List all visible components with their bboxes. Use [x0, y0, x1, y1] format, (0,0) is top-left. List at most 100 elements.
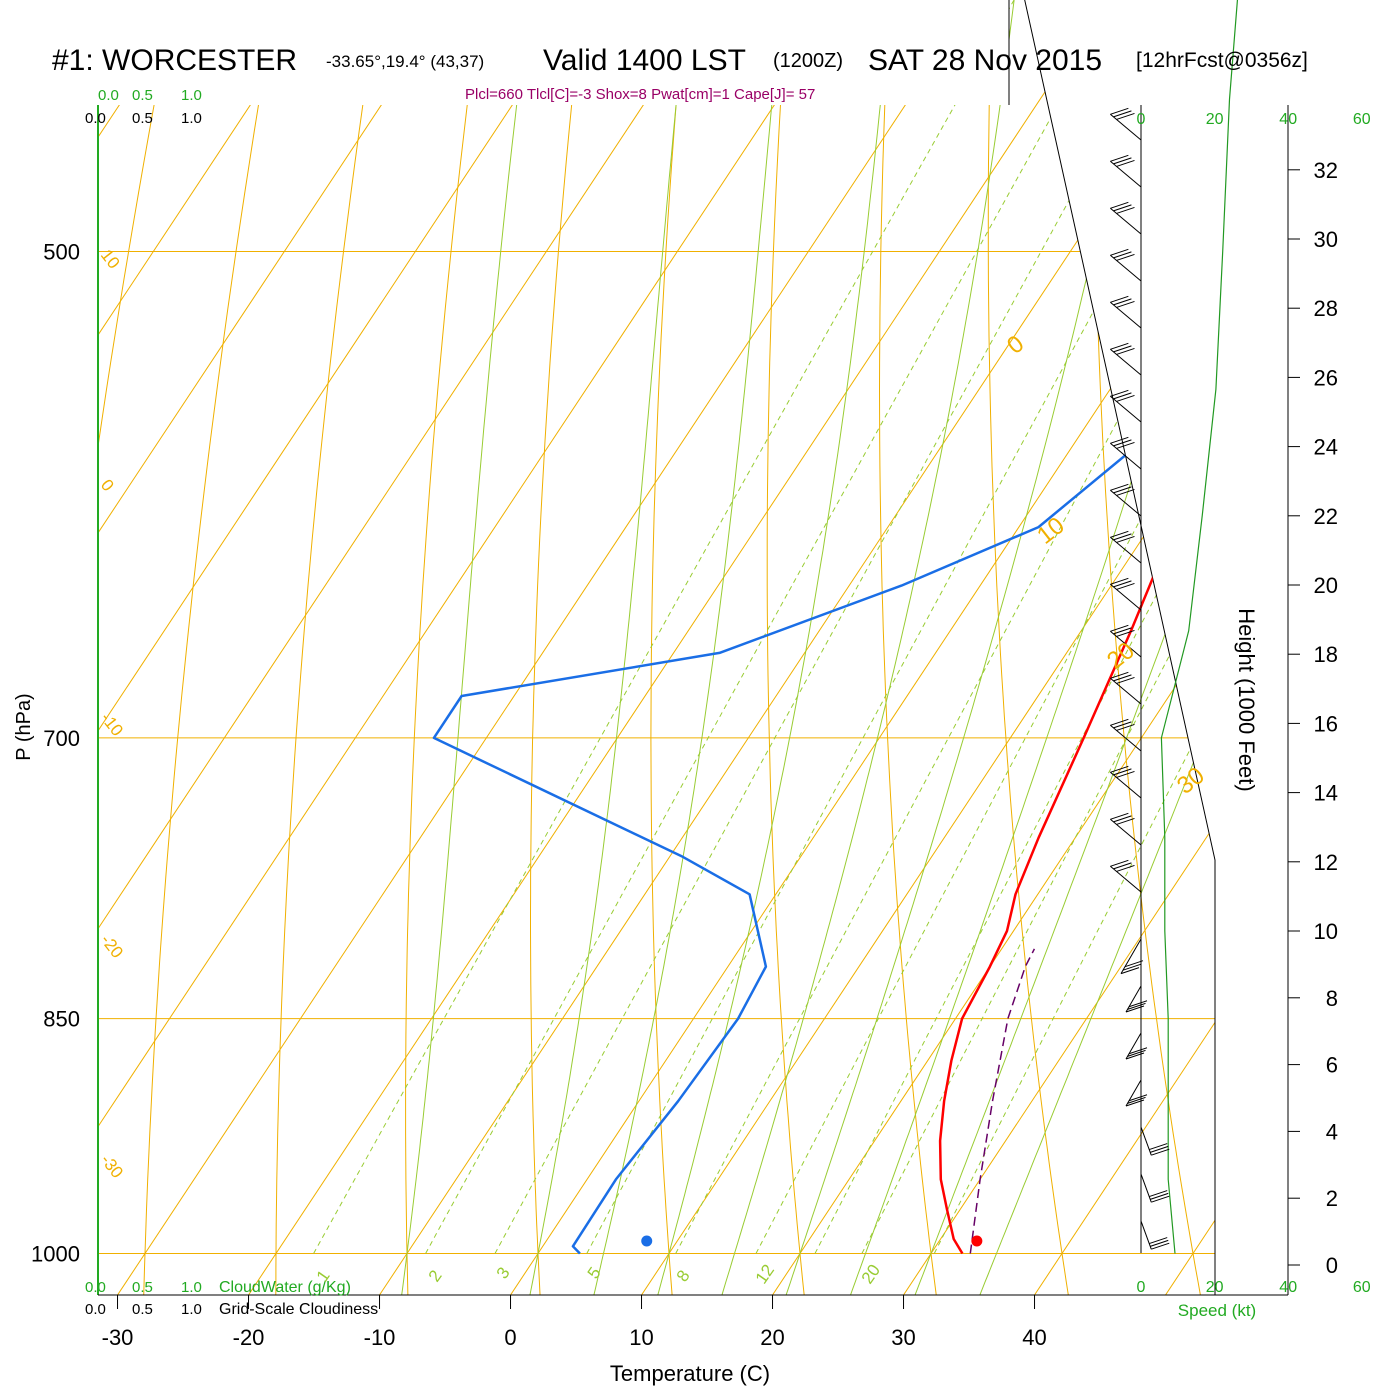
- forecast-info: [12hrFcst@0356z]: [1136, 49, 1308, 72]
- height-tick-label: 0: [1326, 1253, 1338, 1278]
- isotherm-line: [970, 0, 1215, 1296]
- wind-barb-staff: [1140, 1173, 1152, 1203]
- mixing-ratio-label: 5: [584, 1264, 605, 1283]
- mixing-ratio-line: [675, 0, 1215, 1254]
- wind-barb-flag: [1127, 1002, 1146, 1010]
- wind-barb-flag: [1113, 768, 1132, 776]
- x-axis-label: Temperature (C): [610, 1361, 770, 1386]
- cloudiness-scale-top-0: 0.0: [85, 110, 106, 127]
- wind-barb-flag: [1116, 770, 1135, 778]
- wind-panel: [1110, 0, 1300, 1296]
- wind-barb-flag: [1125, 1052, 1145, 1060]
- cloudwater-scale-bottom-2: 1.0: [181, 1279, 202, 1296]
- cloudiness-scale-bottom-2: 1.0: [181, 1301, 202, 1318]
- temperature-profile: [938, 0, 1215, 1255]
- pressure-label: 1000: [31, 1242, 80, 1267]
- wind-barb-flag: [1116, 582, 1135, 590]
- wind-barb-flag: [1116, 535, 1135, 543]
- speed-tick-label-bottom: 60: [1353, 1279, 1371, 1296]
- surface-dewpoint-marker: [641, 1235, 653, 1247]
- mixing-ratio-label: 8: [673, 1267, 694, 1286]
- wind-barb-staff: [1110, 536, 1142, 564]
- x-tick-label: -30: [102, 1325, 134, 1350]
- isotherm-line: [98, 0, 507, 1296]
- wind-barb-flag: [1113, 486, 1132, 494]
- wind-barb-staff: [1140, 1220, 1152, 1250]
- speed-tick-label-top: 20: [1206, 111, 1224, 128]
- dry-adiabat-label: -30: [97, 1151, 127, 1182]
- dry-adiabat: [650, 0, 794, 1296]
- wind-barb-staff: [1110, 301, 1142, 329]
- wind-barb-staff: [1140, 1126, 1152, 1156]
- sounding-profiles: [432, 0, 1215, 1255]
- wind-barb-flag: [1110, 201, 1129, 209]
- x-tick-label: 10: [629, 1325, 653, 1350]
- dry-adiabat-label: 10: [97, 246, 124, 273]
- wind-barb-staff: [1120, 938, 1142, 974]
- wind-barb-flag: [1110, 530, 1129, 538]
- wind-barb-flag: [1110, 765, 1129, 773]
- wind-barb-flag: [1110, 671, 1129, 679]
- moist-adiabat: [509, 0, 695, 1296]
- wind-barb-flag: [1110, 107, 1129, 115]
- mixing-ratio-line: [814, 0, 1215, 1254]
- wind-barb-staff: [1110, 677, 1142, 705]
- pressure-label: 850: [43, 1007, 80, 1032]
- wind-barb-flag: [1113, 439, 1132, 447]
- wind-barb-flag: [1128, 1094, 1148, 1102]
- y-axis-label: P (hPa): [13, 693, 35, 760]
- speed-tick-label-top: 40: [1279, 111, 1297, 128]
- isotherm-line: [577, 0, 1215, 1296]
- wind-barb-flag: [1150, 1145, 1169, 1153]
- wind-barb-staff: [1110, 254, 1142, 282]
- wind-barb-staff: [1125, 1032, 1142, 1060]
- wind-barb-staff: [1110, 630, 1142, 658]
- station-title: #1: WORCESTER: [52, 44, 297, 77]
- height-tick-label: 28: [1314, 296, 1338, 321]
- wind-barb-flag: [1116, 394, 1135, 402]
- isotherm-line: [98, 0, 1162, 1296]
- cloudiness-scale-bottom-0: 0.0: [85, 1301, 106, 1318]
- wind-barb-staff: [1110, 113, 1142, 141]
- mixing-ratio-line: [861, 0, 1215, 1254]
- wind-barb-staff: [1125, 1079, 1142, 1107]
- wind-barb-flag: [1150, 1239, 1169, 1247]
- wind-barb-flag: [1116, 864, 1135, 872]
- height-tick-label: 20: [1314, 573, 1338, 598]
- dry-adiabat-label: -20: [97, 931, 127, 962]
- cloudwater-scale-bottom-0: 0.0: [85, 1279, 106, 1296]
- zulu-time: (1200Z): [773, 50, 843, 72]
- isotherm-line: [98, 0, 638, 1296]
- isotherm-label: 30: [1172, 762, 1210, 800]
- moist-adiabat: [691, 0, 1024, 1296]
- cloudwater-scale-top-1: 0.5: [132, 87, 153, 104]
- cloudiness-label: Grid-Scale Cloudiness: [219, 1301, 378, 1318]
- wind-barb-flag: [1113, 345, 1132, 353]
- dry-adiabat: [530, 0, 706, 1296]
- dry-adiabat: [1195, 0, 1215, 1296]
- station-coords: -33.65°,19.4° (43,37): [326, 52, 484, 71]
- wind-barb-staff: [1110, 348, 1142, 376]
- isotherm-line: [839, 0, 1215, 1296]
- dry-adiabat: [1092, 0, 1215, 1296]
- wind-speed-curve: [1160, 0, 1239, 1254]
- wind-barb-flag: [1113, 862, 1132, 870]
- chart-labels: #1: WORCESTER -33.65°,19.4° (43,37) Vali…: [13, 44, 1371, 1386]
- wind-barb-flag: [1116, 488, 1135, 496]
- wind-barb-flag: [1113, 298, 1132, 306]
- wind-barb-flag: [1113, 157, 1132, 165]
- height-tick-label: 4: [1326, 1119, 1338, 1144]
- right-boundary: [1008, 0, 1216, 1295]
- wind-barb-staff: [1110, 160, 1142, 188]
- height-tick-label: 2: [1326, 1186, 1338, 1211]
- height-tick-label: 18: [1314, 642, 1338, 667]
- isotherm-label: 0: [1002, 330, 1029, 360]
- wind-barb-flag: [1151, 1242, 1170, 1250]
- moist-adiabat: [940, 0, 1215, 1296]
- pressure-label: 500: [43, 240, 80, 265]
- wind-barb-flag: [1113, 204, 1132, 212]
- speed-tick-label-bottom: 20: [1206, 1279, 1224, 1296]
- wind-barb-flag: [1110, 248, 1129, 256]
